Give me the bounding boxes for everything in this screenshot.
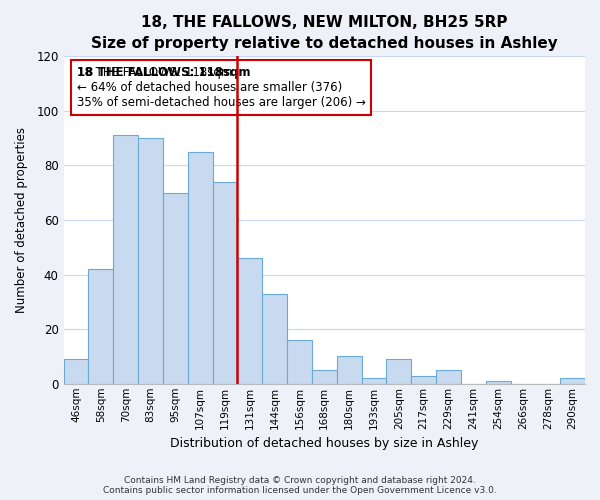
Bar xyxy=(138,138,163,384)
Bar xyxy=(485,381,511,384)
Bar xyxy=(436,370,461,384)
Bar xyxy=(262,294,287,384)
Bar xyxy=(386,359,411,384)
X-axis label: Distribution of detached houses by size in Ashley: Distribution of detached houses by size … xyxy=(170,437,478,450)
Bar xyxy=(188,152,212,384)
Bar xyxy=(287,340,312,384)
Text: Contains HM Land Registry data © Crown copyright and database right 2024.
Contai: Contains HM Land Registry data © Crown c… xyxy=(103,476,497,495)
Bar xyxy=(560,378,585,384)
Bar xyxy=(337,356,362,384)
Text: 18 THE FALLOWS: 118sqm: 18 THE FALLOWS: 118sqm xyxy=(77,66,250,79)
Bar xyxy=(212,182,238,384)
Bar xyxy=(163,193,188,384)
Bar xyxy=(88,269,113,384)
Bar xyxy=(312,370,337,384)
Bar xyxy=(411,376,436,384)
Text: 18 THE FALLOWS: 118sqm
← 64% of detached houses are smaller (376)
35% of semi-de: 18 THE FALLOWS: 118sqm ← 64% of detached… xyxy=(77,66,365,109)
Title: 18, THE FALLOWS, NEW MILTON, BH25 5RP
Size of property relative to detached hous: 18, THE FALLOWS, NEW MILTON, BH25 5RP Si… xyxy=(91,15,557,51)
Bar xyxy=(113,136,138,384)
Bar xyxy=(238,258,262,384)
Bar xyxy=(64,359,88,384)
Bar xyxy=(362,378,386,384)
Y-axis label: Number of detached properties: Number of detached properties xyxy=(15,127,28,313)
